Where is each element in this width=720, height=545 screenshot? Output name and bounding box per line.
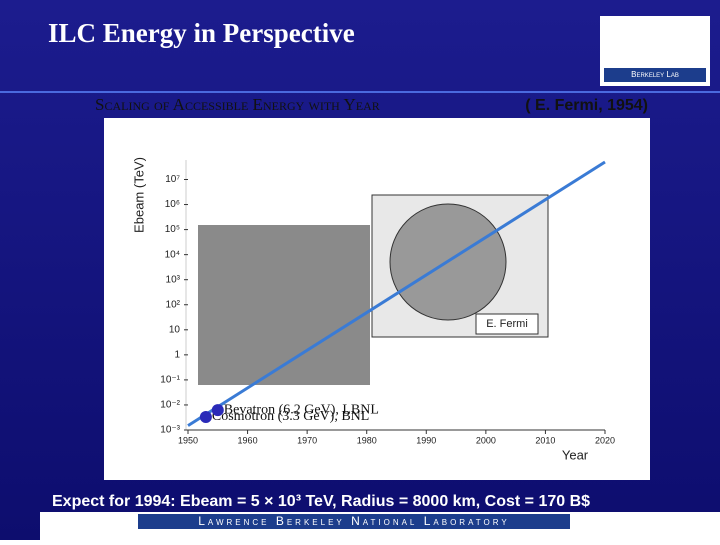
- x-axis-label: Year: [562, 447, 589, 462]
- y-tick-label: 10⁶: [165, 199, 180, 210]
- y-tick-label: 10⁻¹: [160, 375, 180, 386]
- slide-title: ILC Energy in Perspective: [48, 18, 355, 48]
- point-label: Cosmotron (3.3 GeV), BNL: [212, 409, 370, 424]
- caption-box: [475, 313, 539, 335]
- y-tick-label: 10³: [166, 274, 181, 285]
- x-tick-label: 1960: [238, 435, 258, 445]
- y-axis-label: Ebeam (TeV): [131, 157, 146, 233]
- point-label: Bevatron (6.2 GeV), LBNL: [224, 402, 379, 417]
- photo-caption: E. Fermi: [486, 318, 528, 330]
- x-tick-label: 2000: [476, 435, 496, 445]
- y-tick-label: 10⁵: [165, 224, 180, 235]
- x-tick-label: 2020: [595, 435, 615, 445]
- x-tick-label: 1970: [297, 435, 317, 445]
- logo-band: [604, 68, 706, 82]
- x-tick-label: 1990: [416, 435, 436, 445]
- logo-text: Berkeley Lab: [631, 70, 679, 79]
- data-point: [199, 411, 212, 424]
- x-tick-label: 1980: [357, 435, 377, 445]
- chart-title: Scaling of Accessible Energy with Year: [95, 95, 380, 114]
- photo-accelerator: [198, 225, 370, 385]
- y-tick-label: 10⁷: [165, 174, 180, 185]
- lab-band: [138, 514, 570, 529]
- lab-name: Lawrence Berkeley National Laboratory: [198, 514, 510, 528]
- y-tick-label: 10⁴: [165, 249, 180, 260]
- x-tick-label: 1950: [178, 435, 198, 445]
- footer-note: Expect for 1994: Ebeam = 5 × 10³ TeV, Ra…: [52, 493, 590, 510]
- y-tick-label: 10⁻³: [160, 425, 180, 436]
- data-point: [211, 404, 224, 417]
- y-tick-label: 10²: [166, 299, 181, 310]
- chart-subtitle: ( E. Fermi, 1954): [525, 97, 648, 114]
- y-tick-label: 1: [174, 349, 180, 360]
- trend-line: [187, 160, 606, 427]
- y-tick-label: 10: [169, 324, 181, 335]
- x-tick-label: 2010: [535, 435, 555, 445]
- y-tick-label: 10⁻²: [160, 400, 180, 411]
